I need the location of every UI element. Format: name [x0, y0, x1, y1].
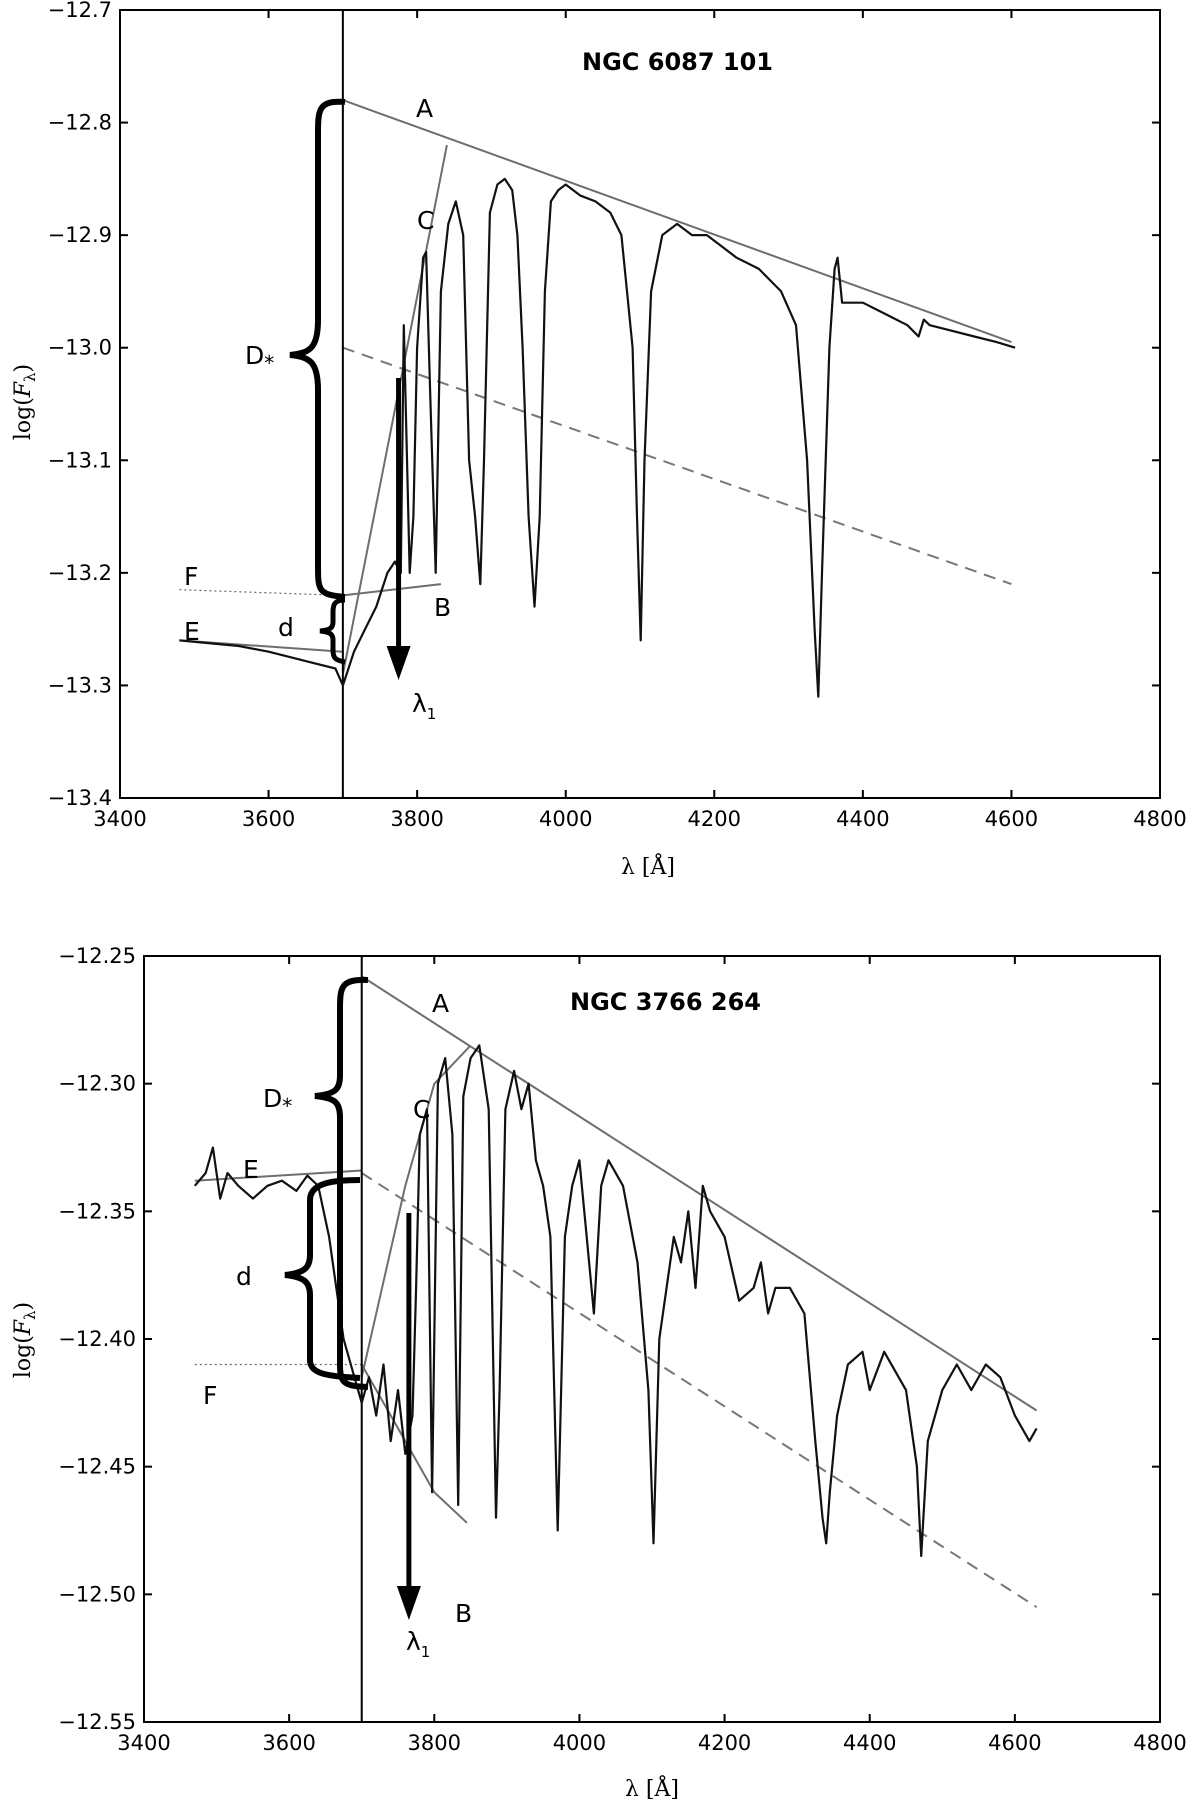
x-axis-label: λ [Å]	[625, 1774, 679, 1802]
guide-line-f	[179, 589, 343, 596]
y-tick-label: −12.7	[48, 0, 112, 22]
x-tick-label: 4800	[1133, 1731, 1186, 1755]
guide-line-b	[342, 583, 442, 597]
plot-frame	[143, 955, 1161, 1723]
label-d-star: D*	[263, 1084, 292, 1118]
y-tick-label: −12.25	[58, 944, 136, 968]
label-b: B	[434, 593, 451, 622]
y-tick-label: −13.1	[48, 448, 112, 472]
x-tick-label: 3800	[390, 807, 443, 831]
y-tick-label: −13.0	[48, 336, 112, 360]
guide-line-a	[361, 975, 1038, 1412]
y-tick-label: −12.35	[58, 1199, 136, 1223]
panel-title: NGC 3766 264	[570, 988, 761, 1016]
lambda1-arrow-head	[386, 646, 411, 680]
y-tick-label: −12.55	[58, 1710, 136, 1734]
chart-panel-ngc3766: 3400 3600 3800 4000 4200 4400 4600 4800 −12.55 −1…	[11, 944, 1187, 1802]
label-d-small: d	[236, 1262, 252, 1291]
label-e: E	[243, 1155, 259, 1184]
x-tick-label: 4400	[843, 1731, 896, 1755]
label-lambda1: λ1	[406, 1627, 430, 1661]
x-tick-label: 4600	[985, 807, 1038, 831]
guide-line-b	[360, 1364, 468, 1524]
x-tick-label: 4600	[988, 1731, 1041, 1755]
y-tick-label: −13.2	[48, 561, 112, 585]
label-d-small: d	[278, 613, 294, 642]
x-tick-label: 4000	[553, 1731, 606, 1755]
x-tick-label: 3600	[262, 1731, 315, 1755]
label-f: F	[203, 1381, 217, 1410]
y-axis-label: log(Fλ)	[11, 1302, 39, 1378]
x-tick-label: 4000	[539, 807, 592, 831]
plot-marks	[193, 956, 1038, 1722]
y-tick-label: −13.3	[48, 673, 112, 697]
y-tick-label: −13.4	[48, 786, 112, 810]
y-tick-label: −12.45	[58, 1455, 136, 1479]
x-tick-label: 3400	[93, 807, 146, 831]
axis-ticks: 3400 3600 3800 4000 4200 4400 4600 4800 −13.4 −13…	[48, 0, 1187, 831]
x-axis-label: λ [Å]	[621, 852, 675, 880]
y-tick-label: −12.40	[58, 1327, 136, 1351]
lambda1-arrow	[386, 378, 411, 680]
spectrum-line	[179, 177, 1016, 698]
plot-marks	[179, 10, 1016, 798]
axis-ticks: 3400 3600 3800 4000 4200 4400 4600 4800 −12.55 −1…	[58, 944, 1186, 1755]
label-b: B	[455, 1599, 472, 1628]
label-c: C	[417, 206, 434, 235]
x-tick-label: 4200	[698, 1731, 751, 1755]
plot-frame	[119, 9, 1161, 799]
x-tick-label: 4800	[1133, 807, 1186, 831]
y-tick-label: −12.30	[58, 1072, 136, 1096]
x-tick-label: 3600	[242, 807, 295, 831]
y-tick-label: −12.9	[48, 223, 112, 247]
guide-line-dashed	[361, 1172, 1038, 1608]
label-c: C	[413, 1095, 430, 1124]
label-d-star: D*	[245, 341, 274, 375]
brace-d	[284, 1177, 361, 1381]
label-f: F	[184, 562, 198, 591]
x-tick-label: 4400	[836, 807, 889, 831]
x-tick-label: 3400	[117, 1731, 170, 1755]
brace-d-star	[289, 98, 346, 600]
guide-line-dashed	[342, 346, 1012, 586]
panel-title: NGC 6087 101	[582, 48, 773, 76]
label-e: E	[184, 617, 200, 646]
y-tick-label: −12.8	[48, 111, 112, 135]
brace-d	[319, 597, 346, 665]
label-lambda1: λ1	[412, 689, 436, 723]
lambda1-arrow	[396, 1213, 421, 1620]
guide-line-a	[342, 99, 1012, 344]
x-tick-label: 4200	[688, 807, 741, 831]
spectrum-line	[193, 1044, 1038, 1558]
x-tick-label: 3800	[408, 1731, 461, 1755]
chart-panel-ngc6087: 3400 3600 3800 4000 4200 4400 4600 4800 −13.4 −13…	[11, 0, 1187, 880]
y-axis-label: log(Fλ)	[11, 364, 39, 440]
guide-line-e	[194, 1169, 362, 1182]
lambda1-arrow-head	[396, 1586, 421, 1620]
y-tick-label: −12.50	[58, 1582, 136, 1606]
label-a: A	[416, 94, 433, 123]
label-a: A	[432, 989, 449, 1018]
guide-line-c	[341, 144, 448, 675]
